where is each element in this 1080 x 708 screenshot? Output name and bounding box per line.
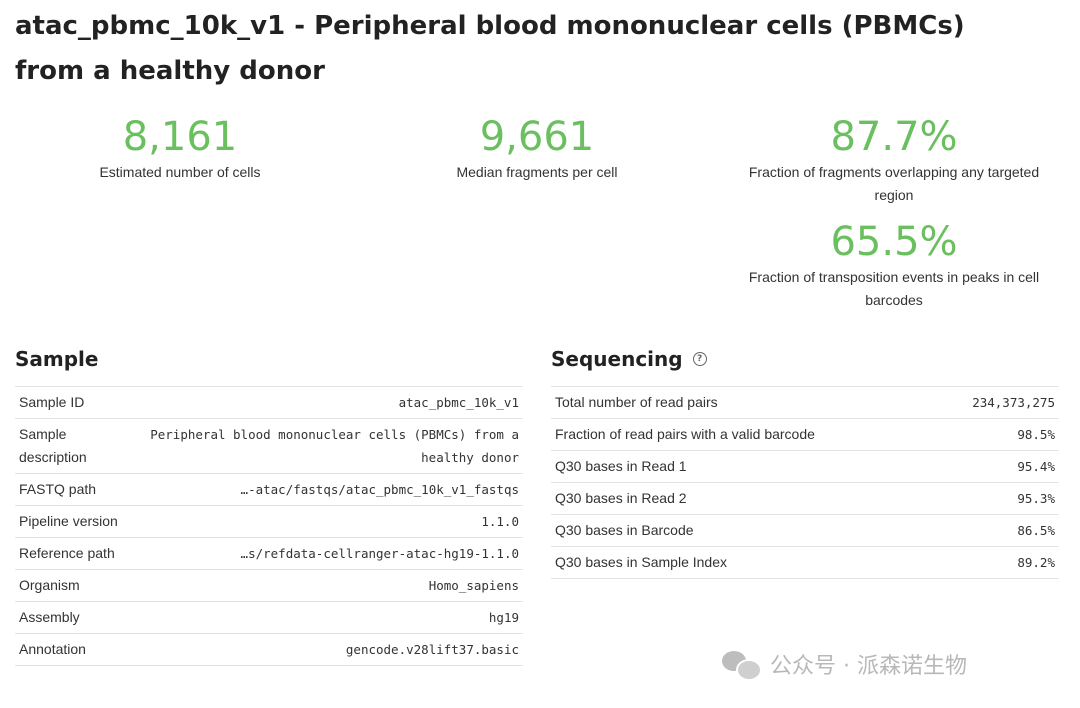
table-row: Q30 bases in Read 1 95.4%: [551, 450, 1059, 483]
sequencing-heading-text: Sequencing: [551, 347, 683, 371]
row-key: Total number of read pairs: [551, 386, 881, 419]
row-key: Q30 bases in Read 1: [551, 450, 881, 483]
table-row: Assembly hg19: [15, 601, 523, 634]
row-value: atac_pbmc_10k_v1: [137, 386, 523, 419]
row-key: Sample ID: [15, 386, 137, 419]
page-title: atac_pbmc_10k_v1 - Peripheral blood mono…: [15, 11, 965, 86]
row-value: hg19: [137, 601, 523, 634]
metric-label: Fraction of fragments overlapping any ta…: [748, 164, 1040, 203]
sample-heading: Sample: [15, 344, 98, 374]
row-value: 89.2%: [881, 546, 1059, 579]
metric-value: 8,161: [122, 114, 238, 160]
sample-table: Sample ID atac_pbmc_10k_v1 Sample descri…: [15, 386, 523, 666]
row-key: Reference path: [15, 537, 137, 570]
row-key: Annotation: [15, 633, 137, 666]
row-key: Assembly: [15, 601, 137, 634]
metric-value: 9,661: [479, 114, 595, 160]
metric-fraction-peaks: 65.5% Fraction of transposition events i…: [736, 220, 1052, 312]
table-row: Total number of read pairs 234,373,275: [551, 386, 1059, 419]
table-row: Sample description Peripheral blood mono…: [15, 418, 523, 474]
metric-value: 65.5%: [830, 219, 958, 265]
table-row: Organism Homo_sapiens: [15, 569, 523, 602]
table-row: FASTQ path …-atac/fastqs/atac_pbmc_10k_v…: [15, 473, 523, 506]
table-row: Reference path …s/refdata-cellranger-ata…: [15, 537, 523, 570]
row-key: Sample description: [15, 418, 137, 474]
row-value: 95.4%: [881, 450, 1059, 483]
row-key: Fraction of read pairs with a valid barc…: [551, 418, 881, 451]
row-value: 95.3%: [881, 482, 1059, 515]
row-value: Peripheral blood mononuclear cells (PBMC…: [137, 418, 523, 474]
row-key: Pipeline version: [15, 505, 137, 538]
row-key: Q30 bases in Read 2: [551, 482, 881, 515]
row-value: 234,373,275: [881, 386, 1059, 419]
row-key: Organism: [15, 569, 137, 602]
row-value: …s/refdata-cellranger-atac-hg19-1.1.0: [137, 537, 523, 570]
sample-heading-text: Sample: [15, 347, 99, 371]
question-circle-icon[interactable]: ?: [692, 352, 707, 366]
row-key: Q30 bases in Barcode: [551, 514, 881, 547]
table-row: Q30 bases in Sample Index 89.2%: [551, 546, 1059, 579]
sequencing-table: Total number of read pairs 234,373,275 F…: [551, 386, 1059, 579]
metric-label: Median fragments per cell: [456, 164, 618, 180]
watermark-text: 公众号 · 派森诺生物: [770, 654, 967, 679]
table-row: Sample ID atac_pbmc_10k_v1: [15, 386, 523, 419]
metric-label: Estimated number of cells: [99, 164, 261, 180]
row-value: Homo_sapiens: [137, 569, 523, 602]
table-row: Pipeline version 1.1.0: [15, 505, 523, 538]
metric-label: Fraction of transposition events in peak…: [748, 269, 1040, 308]
sequencing-heading: Sequencing ?: [551, 344, 707, 374]
row-key: FASTQ path: [15, 473, 137, 506]
row-value: …-atac/fastqs/atac_pbmc_10k_v1_fastqs: [137, 473, 523, 506]
metric-median-fragments: 9,661 Median fragments per cell: [417, 115, 657, 184]
row-value: 86.5%: [881, 514, 1059, 547]
row-value: 98.5%: [881, 418, 1059, 451]
row-value: 1.1.0: [137, 505, 523, 538]
table-row: Annotation gencode.v28lift37.basic: [15, 633, 523, 666]
table-row: Fraction of read pairs with a valid barc…: [551, 418, 1059, 451]
row-key: Q30 bases in Sample Index: [551, 546, 881, 579]
watermark: 公众号 · 派森诺生物: [722, 648, 967, 681]
row-value: gencode.v28lift37.basic: [137, 633, 523, 666]
table-row: Q30 bases in Read 2 95.3%: [551, 482, 1059, 515]
metric-fraction-targeted: 87.7% Fraction of fragments overlapping …: [736, 115, 1052, 207]
wechat-icon: [722, 649, 762, 681]
metric-estimated-cells: 8,161 Estimated number of cells: [60, 115, 300, 184]
table-row: Q30 bases in Barcode 86.5%: [551, 514, 1059, 547]
metric-value: 87.7%: [830, 114, 958, 160]
